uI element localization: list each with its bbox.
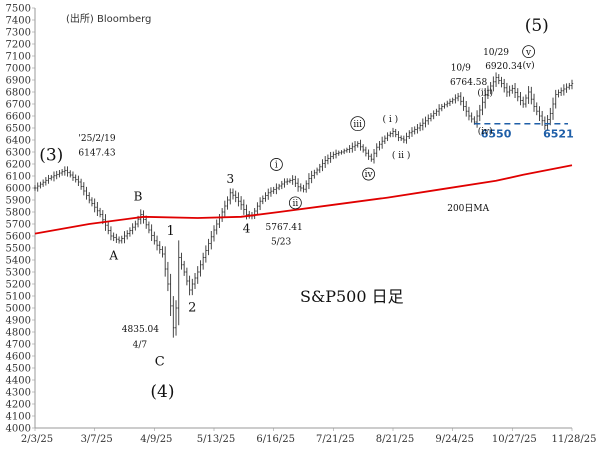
y-tick-label: 7500	[6, 4, 31, 15]
wave-label: 1	[166, 224, 174, 239]
support-levels: 6550 6521	[474, 122, 574, 141]
y-tick-label: 4100	[6, 412, 31, 423]
x-tick-label: 4/9/25	[140, 434, 172, 445]
wave-label: iii	[353, 120, 362, 130]
y-tick-label: 4600	[6, 352, 31, 363]
wave-label: (iii)	[477, 88, 493, 99]
y-tick-label: 7000	[6, 64, 31, 75]
y-tick-label: 5700	[6, 220, 31, 231]
x-tick-label: 2/3/25	[21, 434, 53, 445]
y-tick-label: 6400	[6, 136, 31, 147]
chart-title: S&P500 日足	[300, 287, 404, 306]
y-tick-label: 4200	[6, 400, 31, 411]
y-tick-label: 6500	[6, 124, 31, 135]
y-tick-label: 5500	[6, 244, 31, 255]
wave-label: v	[525, 48, 532, 58]
wave-label: 6764.58	[450, 78, 487, 88]
wave-label: 4835.04	[122, 325, 159, 335]
wave-label: 4	[243, 221, 251, 235]
wave-circle	[269, 158, 283, 171]
y-tick-label: 7200	[6, 40, 31, 51]
axes: 4000410042004300440045004600470048004900…	[6, 4, 597, 446]
y-tick-label: 5400	[6, 256, 31, 267]
wave-circle	[362, 167, 375, 181]
x-tick-label: 8/21/25	[376, 434, 415, 445]
wave-annotations: (3) '25/2/19 6147.43 A B 1 2 4835.04 4/7 C (4) 3 4 57…	[39, 16, 549, 402]
wave-label: (v)	[523, 60, 535, 71]
wave-label: 6920.34	[485, 62, 522, 72]
y-tick-label: 5000	[6, 304, 31, 315]
wave-label: i	[275, 161, 278, 171]
x-tick-label: 10/27/25	[492, 434, 537, 445]
x-tick-label: 7/21/25	[316, 434, 355, 445]
wave-label: iv	[365, 170, 374, 180]
x-tick-label: 11/28/25	[552, 434, 597, 445]
moving-average-line	[34, 164, 573, 235]
y-tick-label: 4900	[6, 316, 31, 327]
wave-label: 5767.41	[266, 223, 303, 233]
y-tick-label: 6000	[6, 184, 31, 195]
wave-label: 200日MA	[447, 203, 489, 214]
x-tick-label: 6/16/25	[256, 434, 295, 445]
support-level-label: 6521	[543, 128, 574, 141]
y-tick-label: 6200	[6, 160, 31, 171]
y-tick-label: 5100	[6, 292, 31, 303]
y-tick-label: 6100	[6, 172, 31, 183]
wave-label: ( i )	[382, 114, 398, 125]
y-tick-label: 6600	[6, 112, 31, 123]
y-tick-label: 6900	[6, 76, 31, 87]
wave-circle	[522, 45, 536, 59]
y-tick-label: 4500	[6, 364, 31, 375]
source-label: (出所) Bloomberg	[66, 12, 151, 25]
y-tick-label: 5200	[6, 280, 31, 291]
wave-label: C	[155, 355, 165, 370]
y-tick-label: 7300	[6, 28, 31, 39]
wave-label: (3)	[39, 145, 63, 165]
wave-label: (4)	[150, 382, 174, 402]
y-tick-label: 4800	[6, 328, 31, 339]
wave-circle	[350, 116, 366, 132]
y-tick-label: 4400	[6, 376, 31, 387]
y-tick-label: 7400	[6, 16, 31, 27]
y-tick-label: 4300	[6, 388, 31, 399]
wave-label: ii	[292, 199, 298, 209]
wave-label: 10/29	[483, 48, 509, 58]
support-level-label: 6550	[481, 128, 512, 141]
y-tick-label: 5900	[6, 196, 31, 207]
wave-label: 5/23	[271, 237, 291, 247]
wave-label: 3	[226, 172, 234, 186]
wave-label: 4/7	[133, 341, 148, 351]
wave-label: A	[108, 248, 118, 262]
y-tick-label: 5600	[6, 232, 31, 243]
series-layer	[33, 72, 574, 338]
wave-label: B	[134, 190, 143, 204]
wave-label: (iv)	[478, 126, 493, 137]
y-tick-label: 4700	[6, 340, 31, 351]
wave-label: 6147.43	[78, 149, 115, 159]
y-tick-label: 5800	[6, 208, 31, 219]
x-tick-label: 3/7/25	[81, 434, 113, 445]
y-tick-label: 4000	[6, 424, 31, 435]
x-tick-label: 9/24/25	[435, 434, 474, 445]
x-tick-label: 5/13/25	[197, 434, 236, 445]
y-tick-label: 6700	[6, 100, 31, 111]
wave-label: ( ii )	[392, 150, 411, 161]
y-tick-label: 6300	[6, 148, 31, 159]
y-tick-label: 5300	[6, 268, 31, 279]
wave-label: 10/9	[451, 63, 471, 73]
y-tick-label: 7100	[6, 52, 31, 63]
wave-label: (5)	[525, 16, 549, 36]
y-tick-label: 6800	[6, 88, 31, 99]
wave-circle	[288, 196, 302, 210]
wave-label: '25/2/19	[78, 134, 115, 144]
wave-label: 2	[188, 301, 196, 316]
